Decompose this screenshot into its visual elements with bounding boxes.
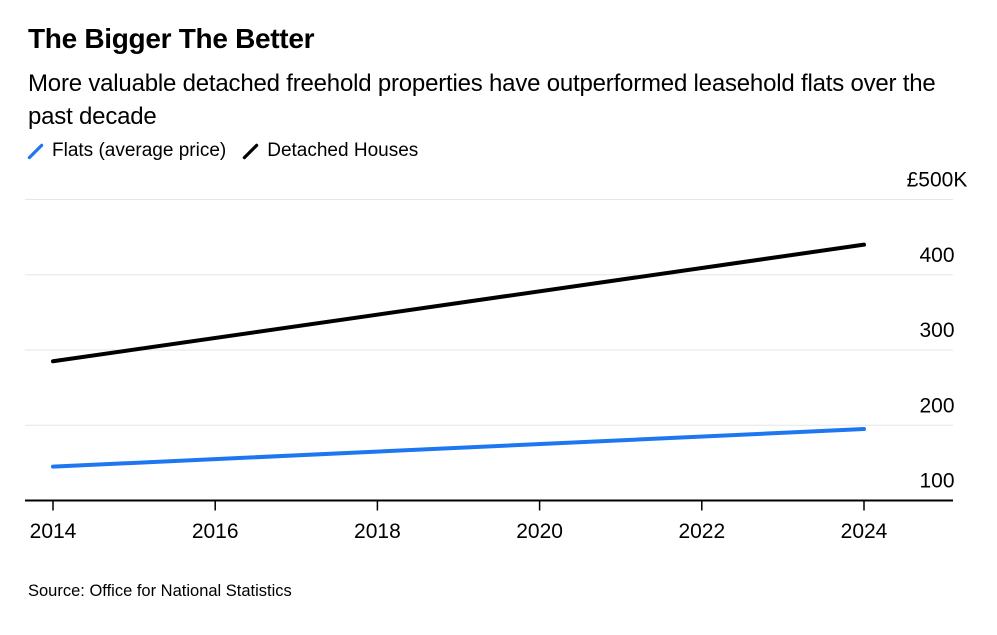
legend-item-flats: Flats (average price) bbox=[27, 140, 226, 162]
x-axis-label-2024: 2024 bbox=[841, 520, 888, 543]
y-axis-label-200: 200 bbox=[919, 394, 954, 417]
chart-title: The Bigger The Better bbox=[28, 23, 315, 54]
legend-item-detached: Detached Houses bbox=[242, 140, 418, 162]
legend-label-flats: Flats (average price) bbox=[52, 140, 227, 161]
chart-svg: 100 200 300 400 £500K 2014 2016 2018 2020 2022 202… bbox=[25, 169, 968, 543]
flats-line bbox=[51, 427, 866, 469]
legend: Flats (average price) Detached Houses bbox=[27, 140, 418, 162]
x-axis-label-2022: 2022 bbox=[678, 520, 725, 543]
source-note: Source: Office for National Statistics bbox=[28, 582, 292, 600]
y-axis-label-100: 100 bbox=[919, 470, 954, 493]
y-axis-label-400: 400 bbox=[919, 244, 954, 267]
x-axis-label-2014: 2014 bbox=[30, 520, 77, 543]
y-axis-label-500: £500K bbox=[907, 169, 968, 192]
chart-subtitle: More valuable detached freehold properti… bbox=[28, 70, 936, 130]
y-axis-label-300: 300 bbox=[919, 319, 954, 342]
legend-label-detached: Detached Houses bbox=[267, 140, 419, 161]
x-axis-label-2020: 2020 bbox=[516, 520, 563, 543]
flats-line-swatch-icon bbox=[27, 143, 44, 159]
detached-houses-line bbox=[51, 242, 866, 364]
x-axis-label-2016: 2016 bbox=[192, 520, 239, 543]
chart-area: 100 200 300 400 £500K 2014 2016 2018 2020 2022 202… bbox=[0, 165, 997, 565]
detached-line-swatch-icon bbox=[242, 143, 259, 159]
x-axis-label-2018: 2018 bbox=[354, 520, 401, 543]
